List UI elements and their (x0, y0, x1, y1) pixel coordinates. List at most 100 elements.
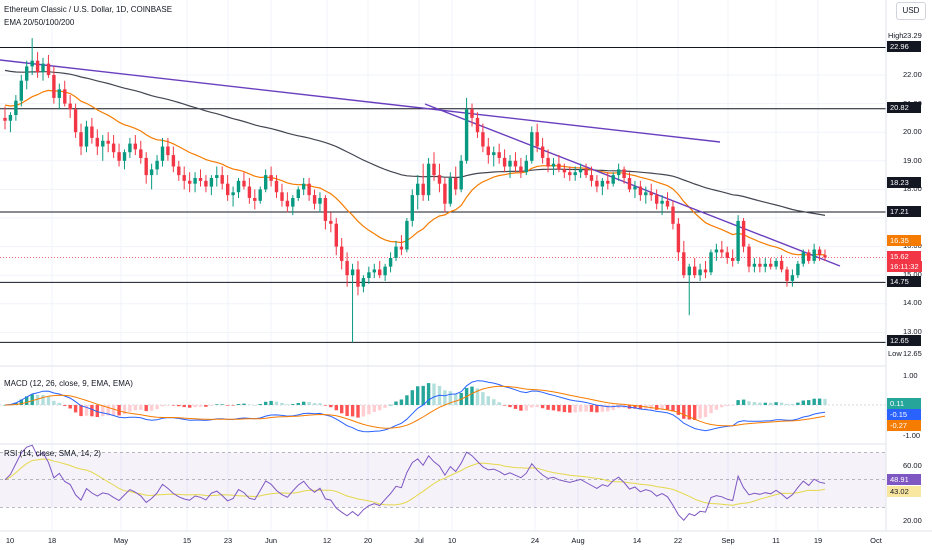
candle-body (209, 178, 214, 187)
candle-body (410, 195, 414, 221)
price-tick: 18.00 (903, 184, 922, 193)
trendline (424, 103, 841, 267)
candle-body (682, 252, 686, 276)
macd-histogram-bar (399, 399, 404, 405)
x-axis-label: 12 (322, 536, 332, 545)
high-label: High (888, 31, 904, 40)
candle-body (779, 260, 784, 270)
candle-body (405, 220, 409, 250)
macd-histogram-bar (345, 405, 349, 416)
x-axis-label: 10 (447, 536, 457, 545)
candle-body (30, 60, 34, 67)
macd-signal-tag: -0.27 (887, 420, 921, 431)
candle-body (101, 140, 105, 147)
candle-body (204, 180, 208, 187)
candle-body (149, 169, 154, 176)
macd-histogram-bar (312, 403, 317, 405)
macd-histogram-bar (269, 400, 273, 405)
macd-histogram-bar (497, 402, 501, 405)
candle-body (698, 269, 702, 276)
candle-body (600, 180, 605, 187)
macd-histogram-bar (573, 405, 577, 413)
candle-body (622, 169, 626, 178)
candle-body (90, 126, 94, 138)
candle-body (394, 246, 398, 258)
candle-body (296, 189, 300, 198)
x-axis-label: Jun (264, 536, 278, 545)
resistance-tag: 22.96 (887, 41, 921, 52)
candle-body (236, 180, 241, 193)
macd-histogram-bar (14, 402, 18, 405)
ema200-tag: 18.23 (887, 177, 921, 188)
macd-histogram-bar (57, 402, 61, 405)
candle-body (323, 198, 328, 221)
candle-body (226, 183, 230, 196)
candle-body (807, 252, 811, 261)
candle-body (747, 246, 751, 267)
candle-body (671, 206, 675, 224)
candle-body (166, 146, 170, 156)
macd-histogram-bar (30, 394, 34, 405)
ema-indicator-label[interactable]: EMA 20/50/100/200 (4, 18, 75, 27)
x-axis-label: 19 (813, 536, 823, 545)
candle-body (139, 149, 143, 158)
price-tick: 20.00 (903, 127, 922, 136)
candle-body (426, 163, 431, 196)
candle-body (247, 186, 252, 198)
macd-histogram-bar (606, 405, 610, 412)
price-tick: 22.00 (903, 70, 922, 79)
macd-histogram-bar (111, 405, 116, 416)
macd-tick: 1.00 (903, 371, 918, 380)
candle-body (52, 75, 56, 98)
candle-body (606, 180, 610, 184)
candle-body (144, 157, 148, 176)
macd-histogram-bar (693, 405, 697, 420)
macd-histogram-bar (475, 388, 480, 405)
rsi-ma-line (4, 458, 826, 506)
macd-histogram-bar (448, 391, 452, 405)
candle-body (644, 192, 648, 196)
candle-body (557, 163, 561, 170)
x-axis-label: Aug (571, 536, 585, 545)
macd-histogram-bar (562, 405, 567, 413)
candle-body (57, 89, 61, 98)
candle-body (497, 152, 501, 158)
last-price-tag: 15.62 (887, 251, 921, 262)
macd-histogram-bar (807, 400, 811, 405)
macd-histogram-bar (568, 405, 572, 413)
macd-histogram-bar (144, 405, 148, 412)
macd-histogram-bar (665, 405, 670, 410)
macd-histogram-bar (84, 405, 89, 416)
candle-body (106, 140, 110, 144)
macd-histogram-bar (752, 402, 757, 405)
candle-body (215, 175, 219, 178)
candle-body (752, 263, 757, 267)
candle-body (551, 163, 556, 167)
macd-histogram-bar (638, 405, 643, 410)
macd-label[interactable]: MACD (12, 26, close, 9, EMA, EMA) (4, 379, 133, 388)
macd-histogram-bar (101, 405, 105, 417)
candle-body (524, 160, 528, 173)
candle-body (530, 132, 534, 161)
macd-histogram-bar (671, 405, 675, 412)
macd-histogram-bar (378, 405, 382, 411)
candlestick-series (3, 38, 827, 343)
macd-histogram-bar (481, 392, 485, 405)
candle-body (448, 178, 452, 204)
candle-body (638, 186, 643, 196)
candle-body (785, 269, 789, 281)
macd-histogram-bar (242, 403, 246, 405)
candle-body (502, 157, 507, 167)
candle-body (356, 269, 360, 287)
macd-histogram-bar (763, 402, 767, 405)
candle-body (568, 172, 572, 176)
candle-body (693, 266, 697, 276)
macd-histogram-bar (801, 400, 805, 405)
rsi-label[interactable]: RSI (14, close, SMA, 14, 2) (4, 449, 101, 458)
macd-histogram-bar (687, 405, 691, 420)
price-tick: 13.00 (903, 327, 922, 336)
currency-button[interactable]: USD (896, 2, 926, 20)
candle-body (660, 200, 664, 204)
candle-body (198, 178, 203, 181)
